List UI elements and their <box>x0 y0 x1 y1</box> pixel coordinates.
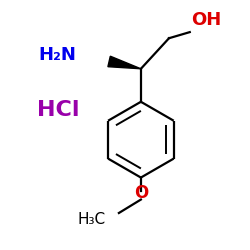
Polygon shape <box>108 56 141 69</box>
Text: O: O <box>134 184 148 202</box>
Text: HCl: HCl <box>37 100 80 120</box>
Text: H₃C: H₃C <box>77 212 106 226</box>
Text: H₂N: H₂N <box>38 46 76 64</box>
Text: OH: OH <box>191 11 221 29</box>
